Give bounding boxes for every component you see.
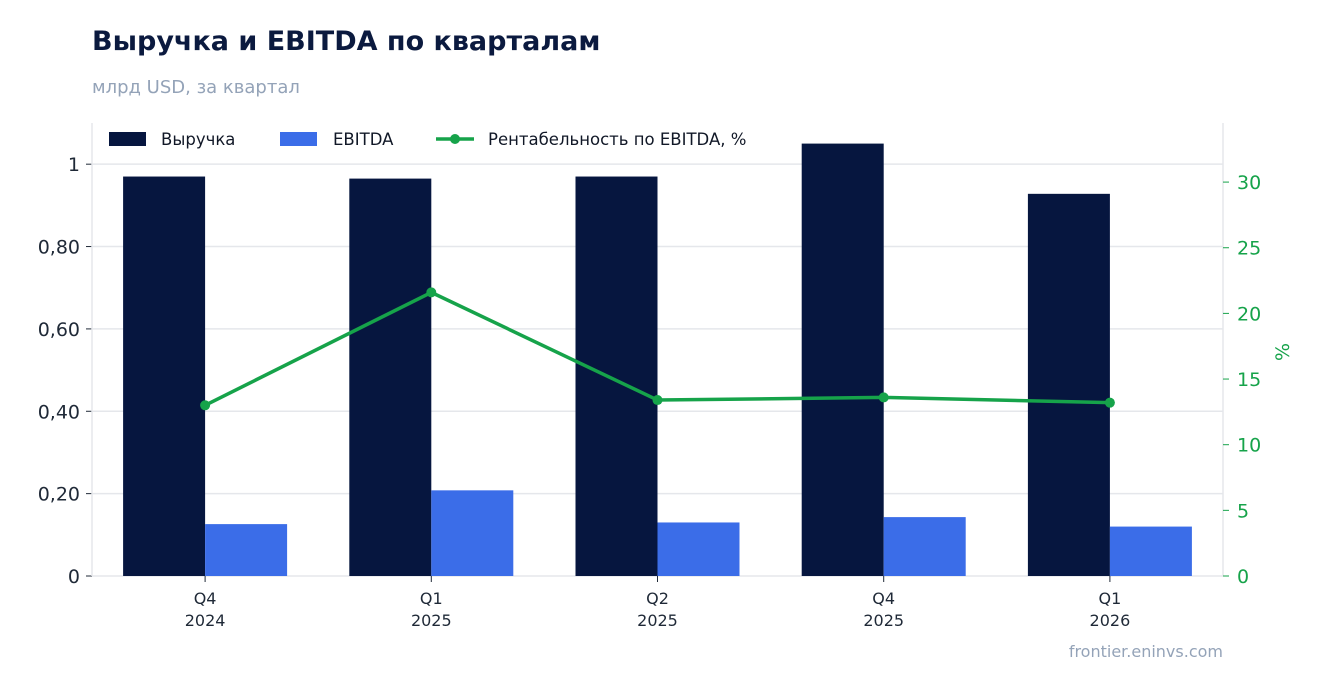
revenue-bar [575, 176, 658, 576]
right-tick-label: 30 [1237, 172, 1261, 194]
x-tick-label-year: 2025 [411, 611, 452, 630]
left-tick-label: 0,60 [38, 319, 80, 341]
right-tick-label: 25 [1237, 238, 1261, 260]
legend-swatch-revenue [109, 132, 146, 146]
x-tick-label: Q2 [646, 589, 669, 608]
chart-title: Выручка и EBITDA по кварталам [92, 26, 601, 57]
legend-label-revenue: Выручка [161, 130, 235, 149]
ebitda-bar [657, 522, 740, 576]
right-tick-label: 20 [1237, 303, 1261, 325]
legend-swatch-ebitda [280, 132, 317, 146]
right-tick-label: 10 [1237, 435, 1261, 457]
right-tick-label: 0 [1237, 566, 1249, 588]
right-tick-label: 5 [1237, 500, 1249, 522]
left-tick-label: 1 [68, 154, 80, 176]
source-label: frontier.eninvs.com [1068, 642, 1223, 661]
margin-point [200, 400, 211, 411]
x-tick-label: Q4 [194, 589, 217, 608]
revenue-bar [349, 178, 432, 576]
x-tick-label: Q4 [872, 589, 895, 608]
revenue-bar [801, 143, 884, 576]
right-axis-title: % [1272, 343, 1294, 361]
ebitda-bar [431, 490, 514, 576]
right-tick-label: 15 [1237, 369, 1261, 391]
margin-point [426, 287, 437, 298]
chart-subtitle: млрд USD, за квартал [92, 77, 300, 98]
ebitda-bar [1109, 526, 1192, 576]
revenue-bar [123, 176, 206, 576]
legend-label-ebitda: EBITDA [333, 130, 394, 149]
x-tick-label-year: 2026 [1090, 611, 1131, 630]
margin-point [652, 395, 663, 406]
x-tick-label-year: 2025 [637, 611, 678, 630]
x-tick-label: Q1 [1099, 589, 1122, 608]
margin-point [1104, 397, 1115, 408]
legend-label-margin: Рентабельность по EBITDA, % [488, 130, 746, 149]
x-tick-label-year: 2025 [863, 611, 904, 630]
x-tick-label-year: 2024 [185, 611, 226, 630]
left-tick-label: 0,40 [38, 401, 80, 423]
ebitda-bar [883, 517, 966, 576]
x-tick-label: Q1 [420, 589, 443, 608]
left-tick-label: 0 [68, 566, 80, 588]
left-tick-label: 0,20 [38, 484, 80, 506]
revenue-bar [1027, 193, 1110, 576]
margin-point [878, 392, 889, 403]
left-tick-label: 0,80 [38, 237, 80, 259]
legend-swatch-margin-marker [450, 134, 460, 144]
ebitda-bar [205, 524, 288, 576]
